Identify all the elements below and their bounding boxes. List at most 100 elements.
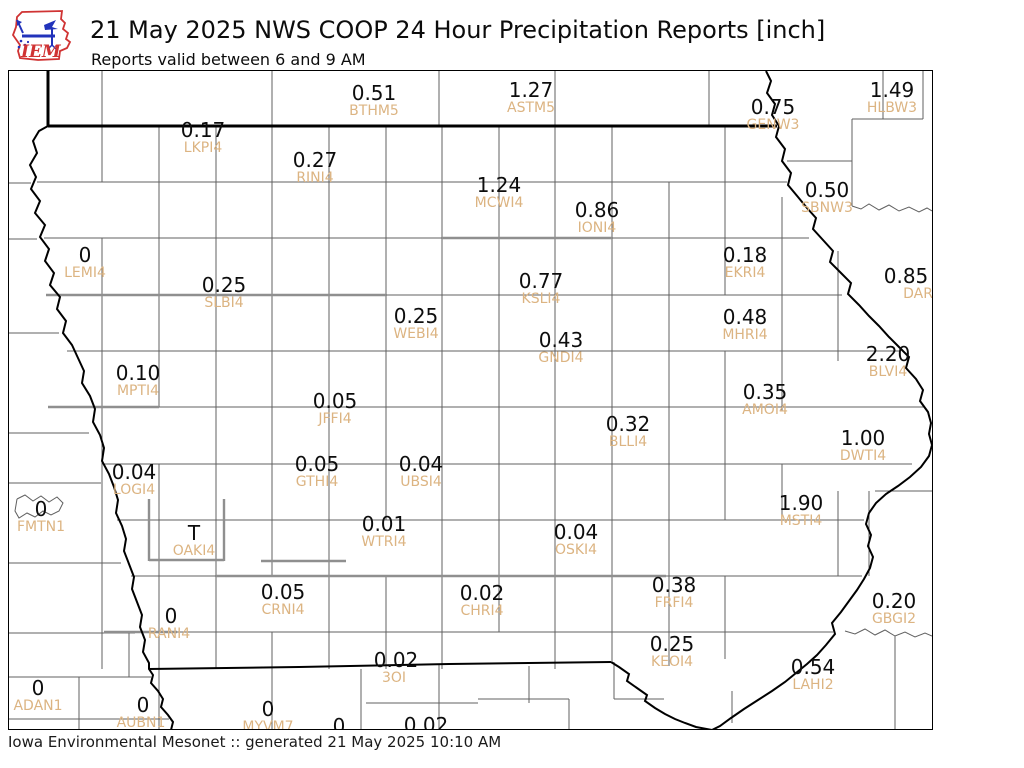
station-report: 0.25 KEOI4 (650, 634, 695, 670)
station-id: MPTI4 (116, 383, 160, 399)
station-report: 0 AUBN1 (117, 695, 168, 729)
county-grid-thick (46, 236, 666, 634)
station-id: MYVM7 (242, 719, 294, 730)
station-id: DAR (903, 286, 933, 302)
station-value: 1.00 (840, 426, 886, 450)
station-report: 0.02 (404, 715, 449, 729)
station-value: 0 (31, 676, 45, 700)
station-report: 0.51 BTHM5 (349, 83, 399, 119)
station-value: 0.17 (180, 118, 226, 142)
station-value: 1.49 (869, 78, 915, 102)
station-value: 0.25 (393, 304, 439, 328)
station-report: 0.17 LKPI4 (181, 120, 226, 156)
station-value: 0.75 (750, 95, 796, 119)
station-report: T OAKI4 (173, 523, 216, 559)
station-value: 0.43 (538, 328, 584, 352)
station-value: 0.27 (292, 148, 338, 172)
station-id: IONI4 (577, 220, 617, 236)
station-value: 0.01 (361, 512, 407, 536)
station-report: 0.05 CRNI4 (261, 582, 306, 618)
county-grid (9, 71, 932, 729)
minnesota-border-line (46, 71, 777, 128)
station-report: 0 FMTN1 (17, 499, 65, 535)
station-id: WEBI4 (393, 326, 439, 342)
iem-logo-text: IEM (20, 42, 62, 62)
station-report: 0.20 GBGI2 (872, 591, 917, 627)
station-id: SBNW3 (801, 200, 853, 216)
station-value: T (187, 521, 201, 545)
station-value: 0 (78, 243, 92, 267)
station-report: 0.77 KSLI4 (519, 271, 564, 307)
station-id: CRNI4 (261, 602, 305, 618)
station-report: 2.20 BLVI4 (866, 344, 911, 380)
station-value: 1.27 (508, 78, 554, 102)
page-subtitle: Reports valid between 6 and 9 AM (91, 50, 366, 69)
station-value: 0.05 (294, 452, 340, 476)
page-title: 21 May 2025 NWS COOP 24 Hour Precipitati… (90, 16, 826, 44)
station-id: RINI4 (296, 170, 334, 186)
station-id: 3OI (381, 670, 407, 686)
weathervane-icon (16, 19, 58, 50)
station-report: 0.04 OSKI4 (554, 522, 599, 558)
station-value: 0.02 (373, 648, 419, 672)
station-report: 0.54 LAHI2 (791, 657, 836, 693)
iem-logo: IEM (11, 10, 72, 62)
station-id: KSLI4 (521, 291, 561, 307)
station-id: SLBI4 (204, 295, 244, 311)
station-id: MSTI4 (779, 513, 823, 529)
station-report: 0 LEMI4 (64, 245, 106, 281)
station-value: 1.90 (778, 491, 824, 515)
station-report: 0.05 GTHI4 (295, 454, 340, 490)
station-report: 0.05 JFFI4 (313, 391, 358, 427)
station-value: 0.48 (722, 305, 768, 329)
station-value: 0.04 (111, 460, 157, 484)
station-id: HLBW3 (866, 100, 918, 116)
station-value: 0.32 (605, 412, 651, 436)
station-id: BLVI4 (868, 364, 908, 380)
station-id: MHRI4 (722, 327, 768, 343)
station-report: 0.75 GENW3 (747, 97, 800, 133)
station-report: 1.49 HLBW3 (867, 80, 917, 116)
station-id: LAHI2 (792, 677, 834, 693)
station-id: EKRI4 (724, 265, 766, 281)
station-report: 0 RANI4 (148, 606, 192, 642)
station-id: LEMI4 (64, 265, 106, 281)
station-id: WTRI4 (361, 534, 407, 550)
station-report: 0.43 GNDI4 (538, 330, 583, 366)
station-id: KEOI4 (650, 654, 694, 670)
generated-caption: Iowa Environmental Mesonet :: generated … (8, 733, 502, 751)
station-id: FMTN1 (16, 519, 66, 535)
station-id: LKPI4 (183, 140, 223, 156)
station-report: 0 (332, 714, 346, 730)
station-id: FRFI4 (654, 595, 694, 611)
des-moines-river-path (610, 661, 713, 729)
missouri-river-path (28, 125, 175, 729)
station-report: 1.27 ASTM5 (507, 80, 555, 116)
county-basemap (9, 71, 932, 729)
station-value: 0.05 (312, 389, 358, 413)
station-value: 0.77 (518, 269, 564, 293)
station-report: 0.02 3OI (374, 650, 419, 686)
station-value: 0.51 (351, 81, 397, 105)
station-id: OAKI4 (172, 543, 216, 559)
station-report: 0.38 FRFI4 (652, 575, 697, 611)
station-report: 0.85 DAR (884, 266, 932, 302)
station-id: UBSI4 (400, 474, 442, 490)
station-id: GTHI4 (295, 474, 339, 490)
station-value: 0 (332, 714, 346, 730)
station-report: 0.18 EKRI4 (723, 245, 768, 281)
south-border-line (148, 661, 612, 670)
station-value: 0.10 (115, 361, 161, 385)
station-id: LOGI4 (112, 482, 156, 498)
iowa-outline-icon (11, 10, 72, 61)
station-value: 0.86 (574, 198, 620, 222)
station-report: 0.04 LOGI4 (112, 462, 157, 498)
station-id: GBGI2 (871, 611, 917, 627)
station-value: 0.38 (651, 573, 697, 597)
station-value: 0.02 (459, 581, 505, 605)
station-report: 0.02 CHRI4 (460, 583, 505, 619)
station-id: ADAN1 (13, 698, 63, 714)
station-value: 0.20 (871, 589, 917, 613)
station-value: 0.35 (742, 380, 788, 404)
station-value: 2.20 (865, 342, 911, 366)
